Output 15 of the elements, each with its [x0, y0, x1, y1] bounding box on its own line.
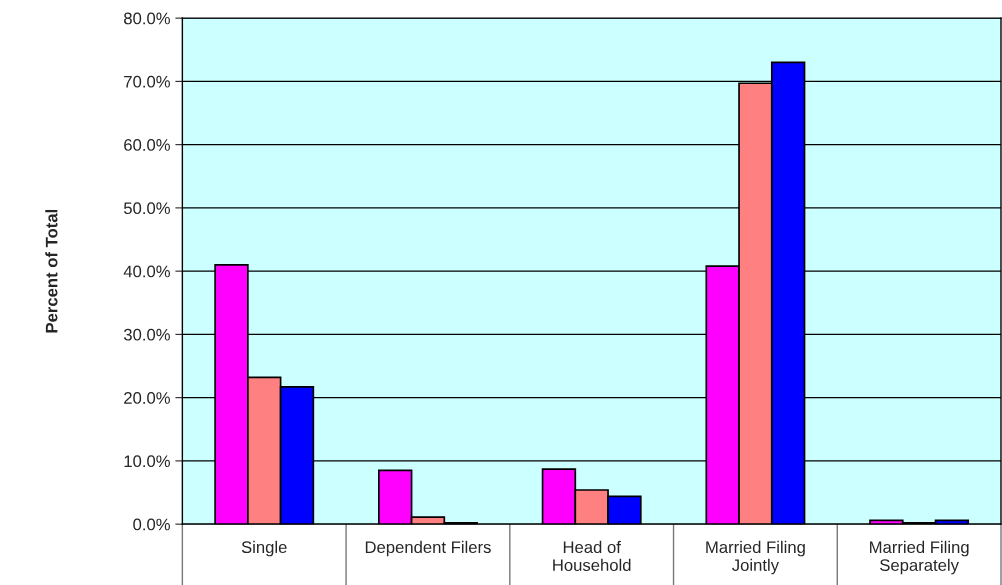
y-tick-label: 20.0% — [124, 392, 170, 404]
y-tick-label: 80.0% — [124, 12, 170, 25]
y-tick-label: 0.0% — [133, 518, 170, 531]
x-tick-label: Single — [241, 540, 287, 557]
x-tick-label: Head of Household — [553, 540, 631, 572]
x-tick-label: Dependent Filers — [365, 540, 491, 557]
y-tick-label: 40.0% — [123, 265, 170, 278]
x-tick-label: Married Filing Separately — [870, 540, 969, 575]
y-tick-label: 60.0% — [124, 139, 170, 151]
y-axis-title: Percent of Total — [45, 209, 58, 333]
y-tick-label: 50.0% — [123, 202, 170, 215]
y-tick-label: 70.0% — [124, 75, 170, 88]
y-tick-label: 30.0% — [123, 328, 170, 341]
x-tick-label: Married Filing Jointly — [706, 540, 805, 575]
y-tick-label: 10.0% — [124, 455, 170, 468]
